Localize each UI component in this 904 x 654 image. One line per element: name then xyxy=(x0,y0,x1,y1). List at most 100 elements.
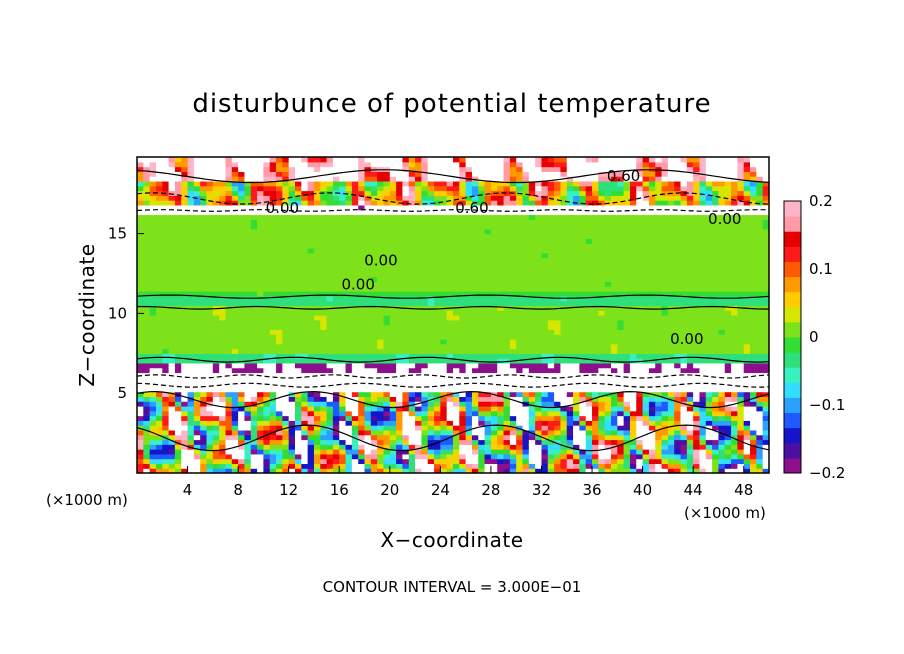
heatmap-cell xyxy=(490,362,498,369)
heatmap-cell xyxy=(282,444,290,450)
heatmap-cell xyxy=(377,343,385,350)
heatmap-cell xyxy=(307,348,315,354)
heatmap-cell xyxy=(497,338,505,345)
heatmap-cell xyxy=(465,291,473,297)
heatmap-cell xyxy=(402,391,410,397)
heatmap-cell xyxy=(585,434,593,441)
heatmap-cell xyxy=(250,243,258,249)
heatmap-cell xyxy=(143,382,151,388)
heatmap-cell xyxy=(187,310,195,316)
heatmap-cell xyxy=(478,353,486,359)
heatmap-cell xyxy=(497,171,505,177)
heatmap-cell xyxy=(585,161,593,168)
heatmap-cell xyxy=(206,224,214,230)
heatmap-cell xyxy=(592,415,599,421)
heatmap-cell xyxy=(301,224,309,230)
heatmap-cell xyxy=(345,329,353,335)
heatmap-cell xyxy=(332,415,340,421)
heatmap-cell xyxy=(162,171,170,177)
heatmap-cell xyxy=(598,348,606,354)
heatmap-cell xyxy=(238,166,246,172)
heatmap-cell xyxy=(434,338,441,345)
heatmap-cell xyxy=(579,415,587,421)
heatmap-cell xyxy=(225,176,233,182)
heatmap-cell xyxy=(320,377,328,383)
heatmap-cell xyxy=(206,200,214,206)
heatmap-cell xyxy=(370,185,378,192)
heatmap-cell xyxy=(396,315,404,321)
heatmap-cell xyxy=(459,291,467,297)
heatmap-cell xyxy=(453,185,460,192)
heatmap-cell xyxy=(288,300,296,307)
heatmap-cell xyxy=(490,420,498,426)
heatmap-cell xyxy=(547,324,555,330)
heatmap-cell xyxy=(585,429,593,436)
heatmap-cell xyxy=(383,185,391,192)
heatmap-cell xyxy=(440,391,448,397)
heatmap-cell xyxy=(503,252,511,259)
heatmap-cell xyxy=(288,262,296,268)
heatmap-cell xyxy=(250,348,258,354)
heatmap-cell xyxy=(370,315,378,321)
heatmap-cell xyxy=(225,300,233,307)
heatmap-cell xyxy=(351,338,359,345)
heatmap-cell xyxy=(174,291,182,297)
heatmap-cell xyxy=(257,315,264,321)
heatmap-cell xyxy=(509,391,517,397)
heatmap-cell xyxy=(408,401,416,407)
heatmap-cell xyxy=(573,444,580,450)
heatmap-cell xyxy=(307,276,315,283)
heatmap-cell xyxy=(301,458,309,465)
heatmap-cell xyxy=(288,247,296,254)
heatmap-cell xyxy=(490,396,498,402)
heatmap-cell xyxy=(421,295,429,302)
heatmap-cell xyxy=(471,214,479,220)
heatmap-cell xyxy=(244,396,252,402)
heatmap-cell xyxy=(212,439,220,445)
heatmap-cell xyxy=(137,391,144,397)
heatmap-cell xyxy=(238,391,246,397)
heatmap-cell xyxy=(497,324,505,330)
heatmap-cell xyxy=(573,257,580,263)
heatmap-cell xyxy=(566,190,574,196)
heatmap-cell xyxy=(339,247,347,254)
heatmap-cell xyxy=(478,415,486,421)
heatmap-cell xyxy=(503,247,511,254)
heatmap-cell xyxy=(471,281,479,287)
heatmap-cell xyxy=(377,362,385,369)
heatmap-cell xyxy=(528,329,536,335)
heatmap-cell xyxy=(396,271,404,278)
heatmap-cell xyxy=(263,415,271,421)
heatmap-cell xyxy=(263,238,271,244)
heatmap-cell xyxy=(471,190,479,196)
heatmap-cell xyxy=(573,343,580,350)
heatmap-cell xyxy=(282,362,290,369)
heatmap-cell xyxy=(535,319,543,326)
heatmap-cell xyxy=(585,367,593,374)
heatmap-cell xyxy=(168,224,176,230)
heatmap-cell xyxy=(244,319,252,326)
heatmap-cell xyxy=(250,238,258,244)
heatmap-cell xyxy=(396,209,404,216)
heatmap-cell xyxy=(465,343,473,350)
heatmap-cell xyxy=(579,425,587,431)
heatmap-cell xyxy=(377,247,385,254)
heatmap-cell xyxy=(402,377,410,383)
heatmap-cell xyxy=(276,262,283,268)
heatmap-cell xyxy=(522,281,530,287)
heatmap-cell xyxy=(364,219,372,225)
heatmap-cell xyxy=(358,439,366,445)
heatmap-cell xyxy=(326,405,334,412)
heatmap-cell xyxy=(238,444,246,450)
heatmap-cell xyxy=(358,353,366,359)
heatmap-cell xyxy=(503,429,511,436)
heatmap-cell xyxy=(516,453,524,460)
heatmap-cell xyxy=(478,195,486,201)
heatmap-cell xyxy=(604,224,612,230)
heatmap-cell xyxy=(313,453,321,460)
heatmap-cell xyxy=(377,252,385,259)
heatmap-cell xyxy=(187,319,195,326)
heatmap-cell xyxy=(301,334,309,340)
heatmap-cell xyxy=(212,224,220,230)
heatmap-cell xyxy=(579,243,587,249)
